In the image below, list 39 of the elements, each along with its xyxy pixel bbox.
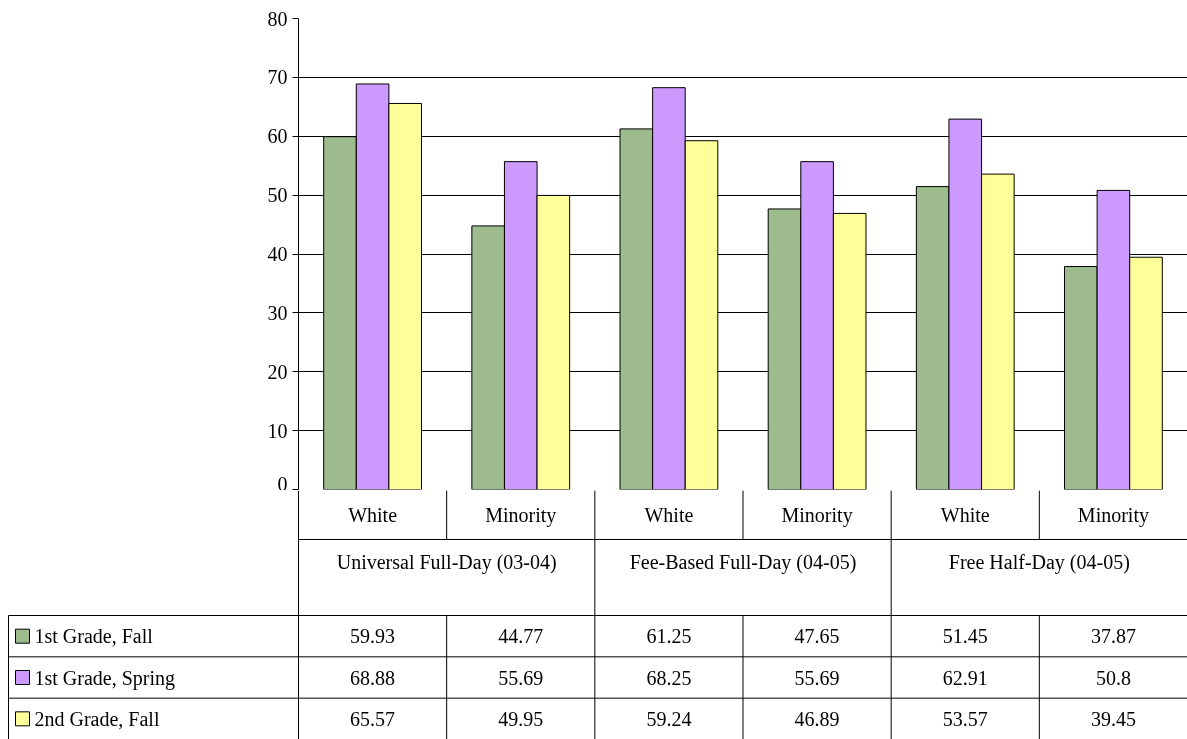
data-label: 55.69 xyxy=(794,666,840,689)
data-label: 49.95 xyxy=(498,707,544,730)
legend-label: 1st Grade, Fall xyxy=(34,625,154,648)
x-tick-label: Minority xyxy=(485,504,557,527)
y-tick-label: 20 xyxy=(267,360,288,383)
y-tick-label: 50 xyxy=(267,184,288,207)
y-tick-label: 0 xyxy=(277,472,288,495)
data-label: 61.25 xyxy=(646,625,692,648)
data-label: 65.57 xyxy=(350,707,396,730)
data-label: 47.65 xyxy=(794,625,840,648)
legend-label: 2nd Grade, Fall xyxy=(34,707,160,730)
text: Free Half-Day (04-05) xyxy=(948,550,1130,574)
data-label: 62.91 xyxy=(942,666,988,689)
x-tick-label: White xyxy=(644,504,694,526)
data-label: 59.24 xyxy=(646,707,692,730)
x-tick-label: Minority xyxy=(781,504,853,527)
legend-label: 1st Grade, Spring xyxy=(34,666,176,690)
x-tick-label: White xyxy=(940,504,990,526)
text: Fee-Based Full-Day (04-05) xyxy=(629,550,857,574)
data-label: 39.45 xyxy=(1090,707,1136,730)
y-tick-label: 60 xyxy=(267,125,288,148)
data-label: 68.88 xyxy=(350,666,396,689)
data-label: 51.45 xyxy=(942,625,988,648)
data-label: 37.87 xyxy=(1090,625,1136,648)
data-label: 59.93 xyxy=(350,625,396,648)
y-tick-label: 70 xyxy=(267,66,288,89)
text: Universal Full-Day (03-04) xyxy=(336,550,557,574)
data-label: 53.57 xyxy=(942,707,988,730)
data-label: 55.69 xyxy=(498,666,544,689)
data-label: 68.25 xyxy=(646,666,692,689)
data-label: 44.77 xyxy=(498,625,544,648)
data-label: 50.8 xyxy=(1095,666,1131,689)
y-tick-label: 80 xyxy=(267,7,288,30)
data-label: 46.89 xyxy=(794,707,840,730)
y-tick-label: 30 xyxy=(267,301,288,324)
y-tick-label: 40 xyxy=(267,243,288,265)
x-tick-label: Minority xyxy=(1077,504,1149,527)
x-tick-label: White xyxy=(348,504,398,526)
y-tick-label: 10 xyxy=(267,419,288,442)
